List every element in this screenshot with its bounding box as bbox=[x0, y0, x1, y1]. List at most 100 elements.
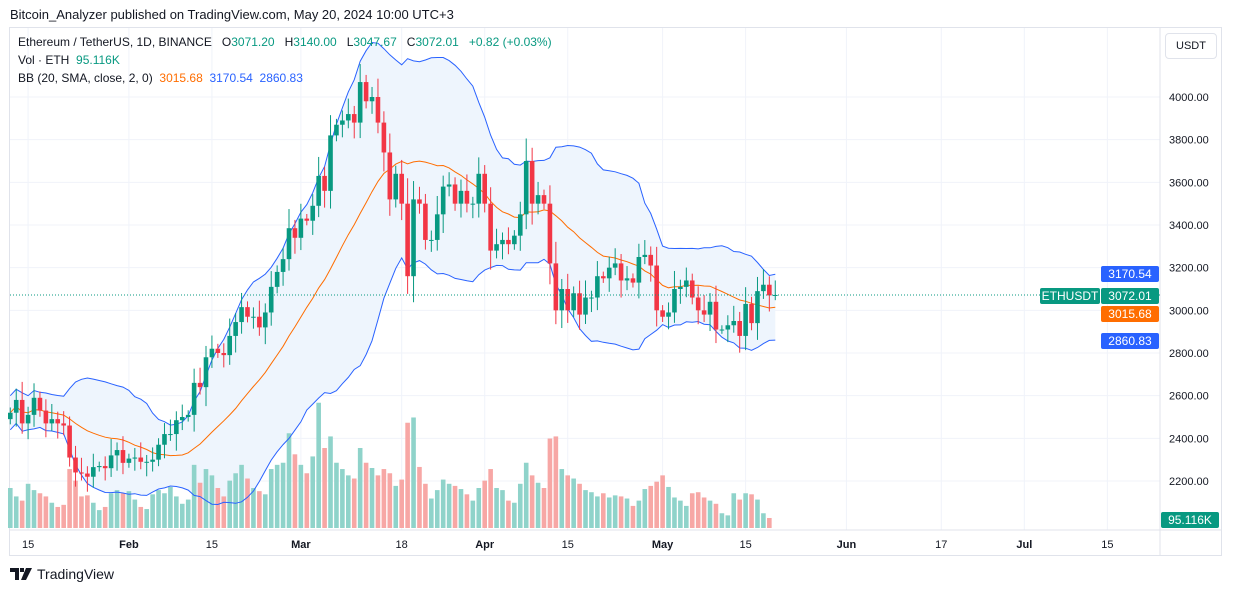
volume-bar bbox=[589, 492, 594, 528]
y-tick-label: 2800.00 bbox=[1169, 348, 1209, 360]
candle-body bbox=[642, 254, 648, 257]
y-tick-label: 2600.00 bbox=[1169, 391, 1209, 403]
candle-body bbox=[328, 135, 333, 191]
volume-bar bbox=[13, 496, 19, 528]
candle-body bbox=[381, 122, 387, 153]
volume-bar bbox=[547, 438, 553, 528]
candle-body bbox=[67, 425, 72, 458]
volume-bar bbox=[642, 489, 648, 528]
candle-body bbox=[393, 173, 399, 200]
volume-bar bbox=[553, 436, 559, 528]
candle bbox=[85, 466, 90, 492]
candle-body bbox=[150, 459, 155, 462]
volume-bar bbox=[209, 475, 215, 528]
candle bbox=[618, 254, 624, 298]
candle-body bbox=[292, 228, 298, 238]
x-tick-label: 15 bbox=[22, 539, 34, 551]
volume-bar bbox=[577, 483, 582, 528]
volume-bar bbox=[654, 481, 659, 528]
volume-bar bbox=[310, 456, 316, 528]
candle-body bbox=[144, 461, 149, 463]
y-tick-label: 3000.00 bbox=[1169, 305, 1209, 317]
volume-bar bbox=[470, 500, 476, 528]
candle-body bbox=[405, 203, 410, 277]
candle bbox=[197, 367, 203, 395]
y-tick-label: 2400.00 bbox=[1169, 433, 1209, 445]
volume-bar bbox=[191, 464, 197, 528]
volume-bar bbox=[346, 475, 351, 528]
volume-bar bbox=[737, 499, 742, 528]
x-tick-label: May bbox=[652, 539, 674, 551]
volume-bar bbox=[446, 483, 452, 528]
candle-body bbox=[268, 286, 274, 313]
candle bbox=[684, 267, 689, 298]
candle bbox=[316, 156, 321, 218]
candle-body bbox=[120, 450, 126, 463]
candle-body bbox=[636, 256, 642, 283]
close-value: 3072.01 bbox=[415, 35, 459, 49]
candle bbox=[476, 157, 482, 218]
candle-body bbox=[429, 239, 434, 241]
candle bbox=[743, 287, 748, 351]
candle-body bbox=[85, 473, 90, 477]
volume-tag-text: 95.116K bbox=[1168, 513, 1212, 527]
volume-bar bbox=[767, 517, 772, 528]
candle-body bbox=[168, 434, 173, 436]
bb-upper-tag-text: 3170.54 bbox=[1108, 267, 1152, 281]
candle-body bbox=[553, 263, 559, 311]
change-value: +0.82 (+0.03%) bbox=[468, 35, 552, 49]
candle bbox=[91, 453, 96, 488]
candle bbox=[434, 195, 440, 251]
volume-legend: Vol · ETH 95.116K bbox=[18, 53, 120, 67]
candle-body bbox=[239, 307, 244, 323]
currency-button[interactable]: USDT bbox=[1165, 33, 1217, 59]
candle bbox=[624, 266, 630, 291]
candle-body bbox=[399, 173, 404, 204]
x-tick-label: 15 bbox=[739, 539, 751, 551]
candle bbox=[185, 410, 191, 422]
volume-bar bbox=[743, 493, 748, 528]
candle bbox=[203, 345, 209, 407]
volume-bar bbox=[132, 499, 138, 528]
candle bbox=[209, 335, 215, 368]
volume-bar bbox=[417, 466, 422, 528]
volume-bar bbox=[535, 482, 541, 528]
high-value: 3140.00 bbox=[293, 35, 337, 49]
volume-bar bbox=[755, 499, 760, 528]
volume-value: 95.116K bbox=[76, 53, 120, 67]
candle bbox=[310, 194, 316, 235]
candle-body bbox=[672, 288, 677, 313]
x-tick-label: 17 bbox=[935, 539, 947, 551]
candle bbox=[446, 172, 452, 197]
candle bbox=[114, 442, 120, 471]
candle bbox=[541, 189, 547, 210]
volume-bar bbox=[55, 506, 61, 528]
candle bbox=[535, 181, 541, 215]
candle bbox=[144, 454, 149, 477]
symbol-legend: Ethereum / TetherUS, 1D, BINANCE O3071.2… bbox=[18, 35, 552, 49]
symbol-title[interactable]: Ethereum / TetherUS, 1D, BINANCE bbox=[18, 35, 212, 49]
volume-bar bbox=[19, 500, 25, 528]
volume-bar bbox=[761, 513, 766, 528]
candle bbox=[334, 118, 339, 142]
volume-bar bbox=[274, 464, 280, 528]
volume-bar bbox=[351, 478, 357, 528]
candle-body bbox=[589, 297, 594, 299]
x-tick-label: Mar bbox=[291, 539, 311, 551]
volume-bar bbox=[357, 448, 363, 528]
volume-bar bbox=[440, 479, 446, 528]
candle bbox=[494, 228, 499, 259]
low-value: 3047.67 bbox=[353, 35, 397, 49]
candle bbox=[340, 110, 345, 138]
candle bbox=[559, 278, 565, 329]
candle-body bbox=[529, 160, 535, 204]
volume-bar bbox=[707, 500, 713, 528]
tradingview-logo[interactable]: TradingView bbox=[10, 566, 114, 582]
candle bbox=[257, 300, 262, 336]
candle bbox=[464, 174, 470, 213]
volume-bar bbox=[672, 497, 677, 528]
y-tick-label: 2200.00 bbox=[1169, 476, 1209, 488]
volume-bar bbox=[221, 496, 227, 528]
volume-bar bbox=[559, 469, 565, 528]
